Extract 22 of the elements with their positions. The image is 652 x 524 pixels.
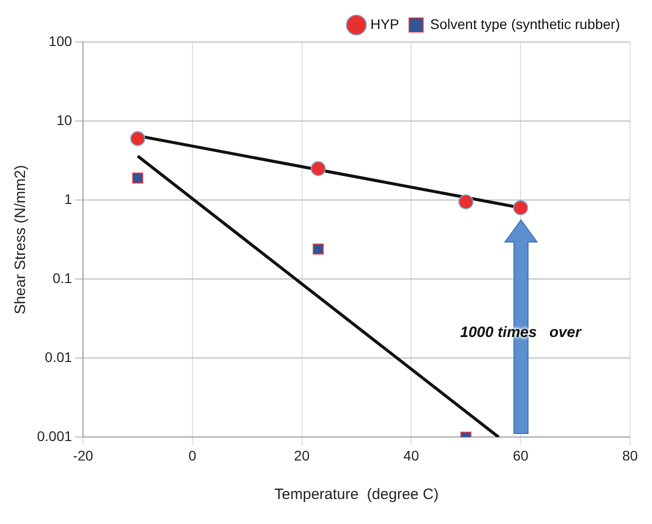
point [132, 172, 144, 184]
x-tick-label: -20 [72, 447, 94, 464]
y-tick-label: 10 [56, 112, 72, 128]
x-tick-label: 80 [622, 447, 638, 464]
x-tick-label: 60 [512, 447, 529, 464]
x-tick-label: 20 [294, 447, 310, 464]
y-tick-label: 0.01 [44, 349, 72, 366]
point [310, 161, 326, 176]
point [458, 194, 474, 210]
x-tick-label: 0 [188, 447, 197, 464]
x-axis-title: Temperature (degree C) [274, 486, 439, 504]
y-tick-label: 1 [64, 190, 72, 207]
point [513, 200, 528, 216]
point [130, 131, 146, 146]
legend-label: HYP [370, 16, 400, 32]
legend-label: Solvent type (synthetic rubber) [430, 16, 620, 32]
x-tick-label: 40 [403, 447, 420, 464]
y-tick-label: 0.1 [52, 270, 72, 286]
point [312, 244, 324, 255]
y-tick-label: 100 [48, 32, 72, 49]
y-tick-label: 0.001 [36, 428, 72, 444]
y-axis-title: Shear Stress (N/mm2) [12, 165, 30, 314]
